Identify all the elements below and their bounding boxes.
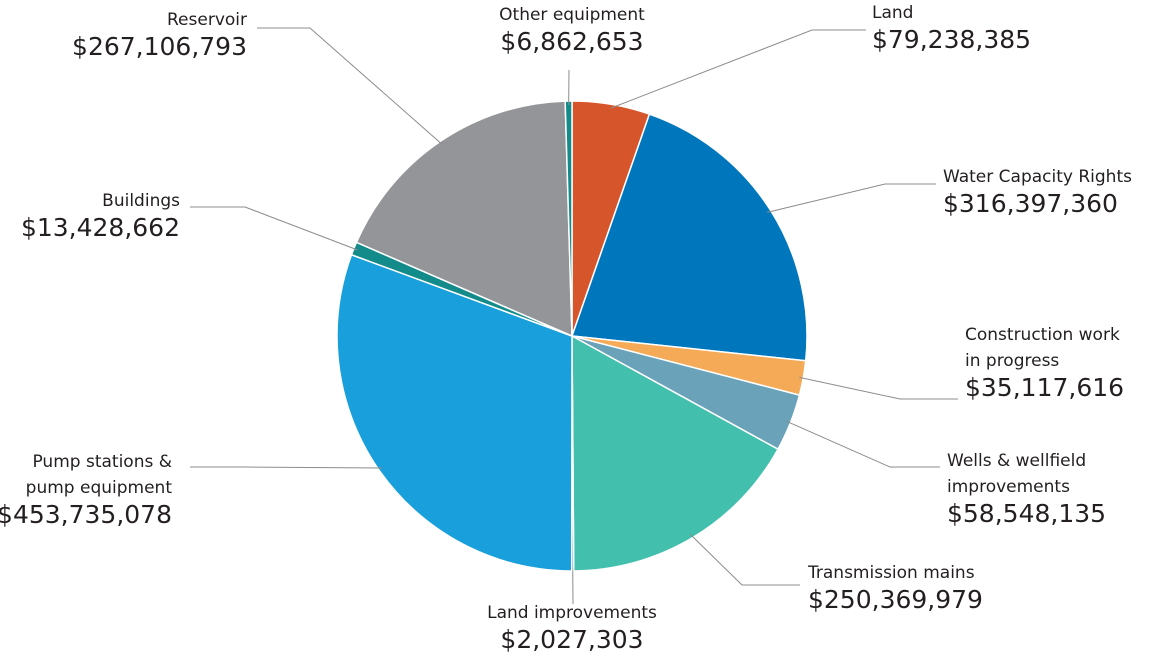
value-label: $6,862,653	[500, 27, 643, 56]
label-line: Water Capacity Rights	[943, 167, 1132, 187]
slice-label: Land	[872, 3, 913, 23]
value-label: $267,106,793	[72, 32, 247, 61]
value-label: $2,027,303	[500, 625, 643, 654]
pie-slice	[571, 334, 779, 572]
slice-label: Transmission mains	[807, 563, 975, 583]
label-line: Other equipment	[499, 5, 645, 25]
value-label: $453,735,078	[0, 500, 172, 529]
label-line: improvements	[947, 477, 1070, 497]
pie-slice	[570, 113, 808, 362]
slice-label: Buildings	[102, 191, 180, 211]
value-label: $79,238,385	[872, 25, 1031, 54]
slice-label: Pump stations & pump equipment	[26, 452, 173, 498]
slice-label: Reservoir	[167, 10, 247, 30]
slice-label: Construction work in progress	[965, 325, 1120, 371]
slice-label: Wells & wellfield improvements	[947, 451, 1086, 497]
slice-label: Water Capacity Rights	[943, 167, 1132, 187]
leader-line	[786, 420, 940, 468]
label-line: Construction work	[965, 325, 1120, 345]
leader-line	[799, 376, 958, 400]
label-line: Land improvements	[487, 603, 657, 623]
leader-line	[190, 466, 383, 469]
label-line: Land	[872, 3, 913, 23]
label-line: in progress	[965, 351, 1059, 371]
slice-label: Land improvements	[487, 603, 657, 623]
leader-line	[610, 29, 866, 109]
leader-line	[689, 534, 800, 586]
value-label: $250,369,979	[808, 585, 983, 614]
label-line: Pump stations &	[32, 452, 172, 472]
label-line: Buildings	[102, 191, 180, 211]
leader-line	[767, 183, 936, 213]
leader-line	[190, 206, 358, 251]
value-label: $35,117,616	[965, 373, 1124, 402]
pie-slice	[355, 100, 573, 338]
slice-label: Other equipment	[499, 5, 645, 25]
label-line: Transmission mains	[807, 563, 975, 583]
value-label: $13,428,662	[21, 213, 180, 242]
label-line: pump equipment	[26, 478, 173, 498]
value-label: $316,397,360	[943, 189, 1118, 218]
value-label: $58,548,135	[947, 499, 1106, 528]
label-line: Reservoir	[167, 10, 247, 30]
pie-slice	[336, 253, 573, 572]
label-line: Wells & wellfield	[947, 451, 1086, 471]
leader-line	[257, 27, 443, 146]
